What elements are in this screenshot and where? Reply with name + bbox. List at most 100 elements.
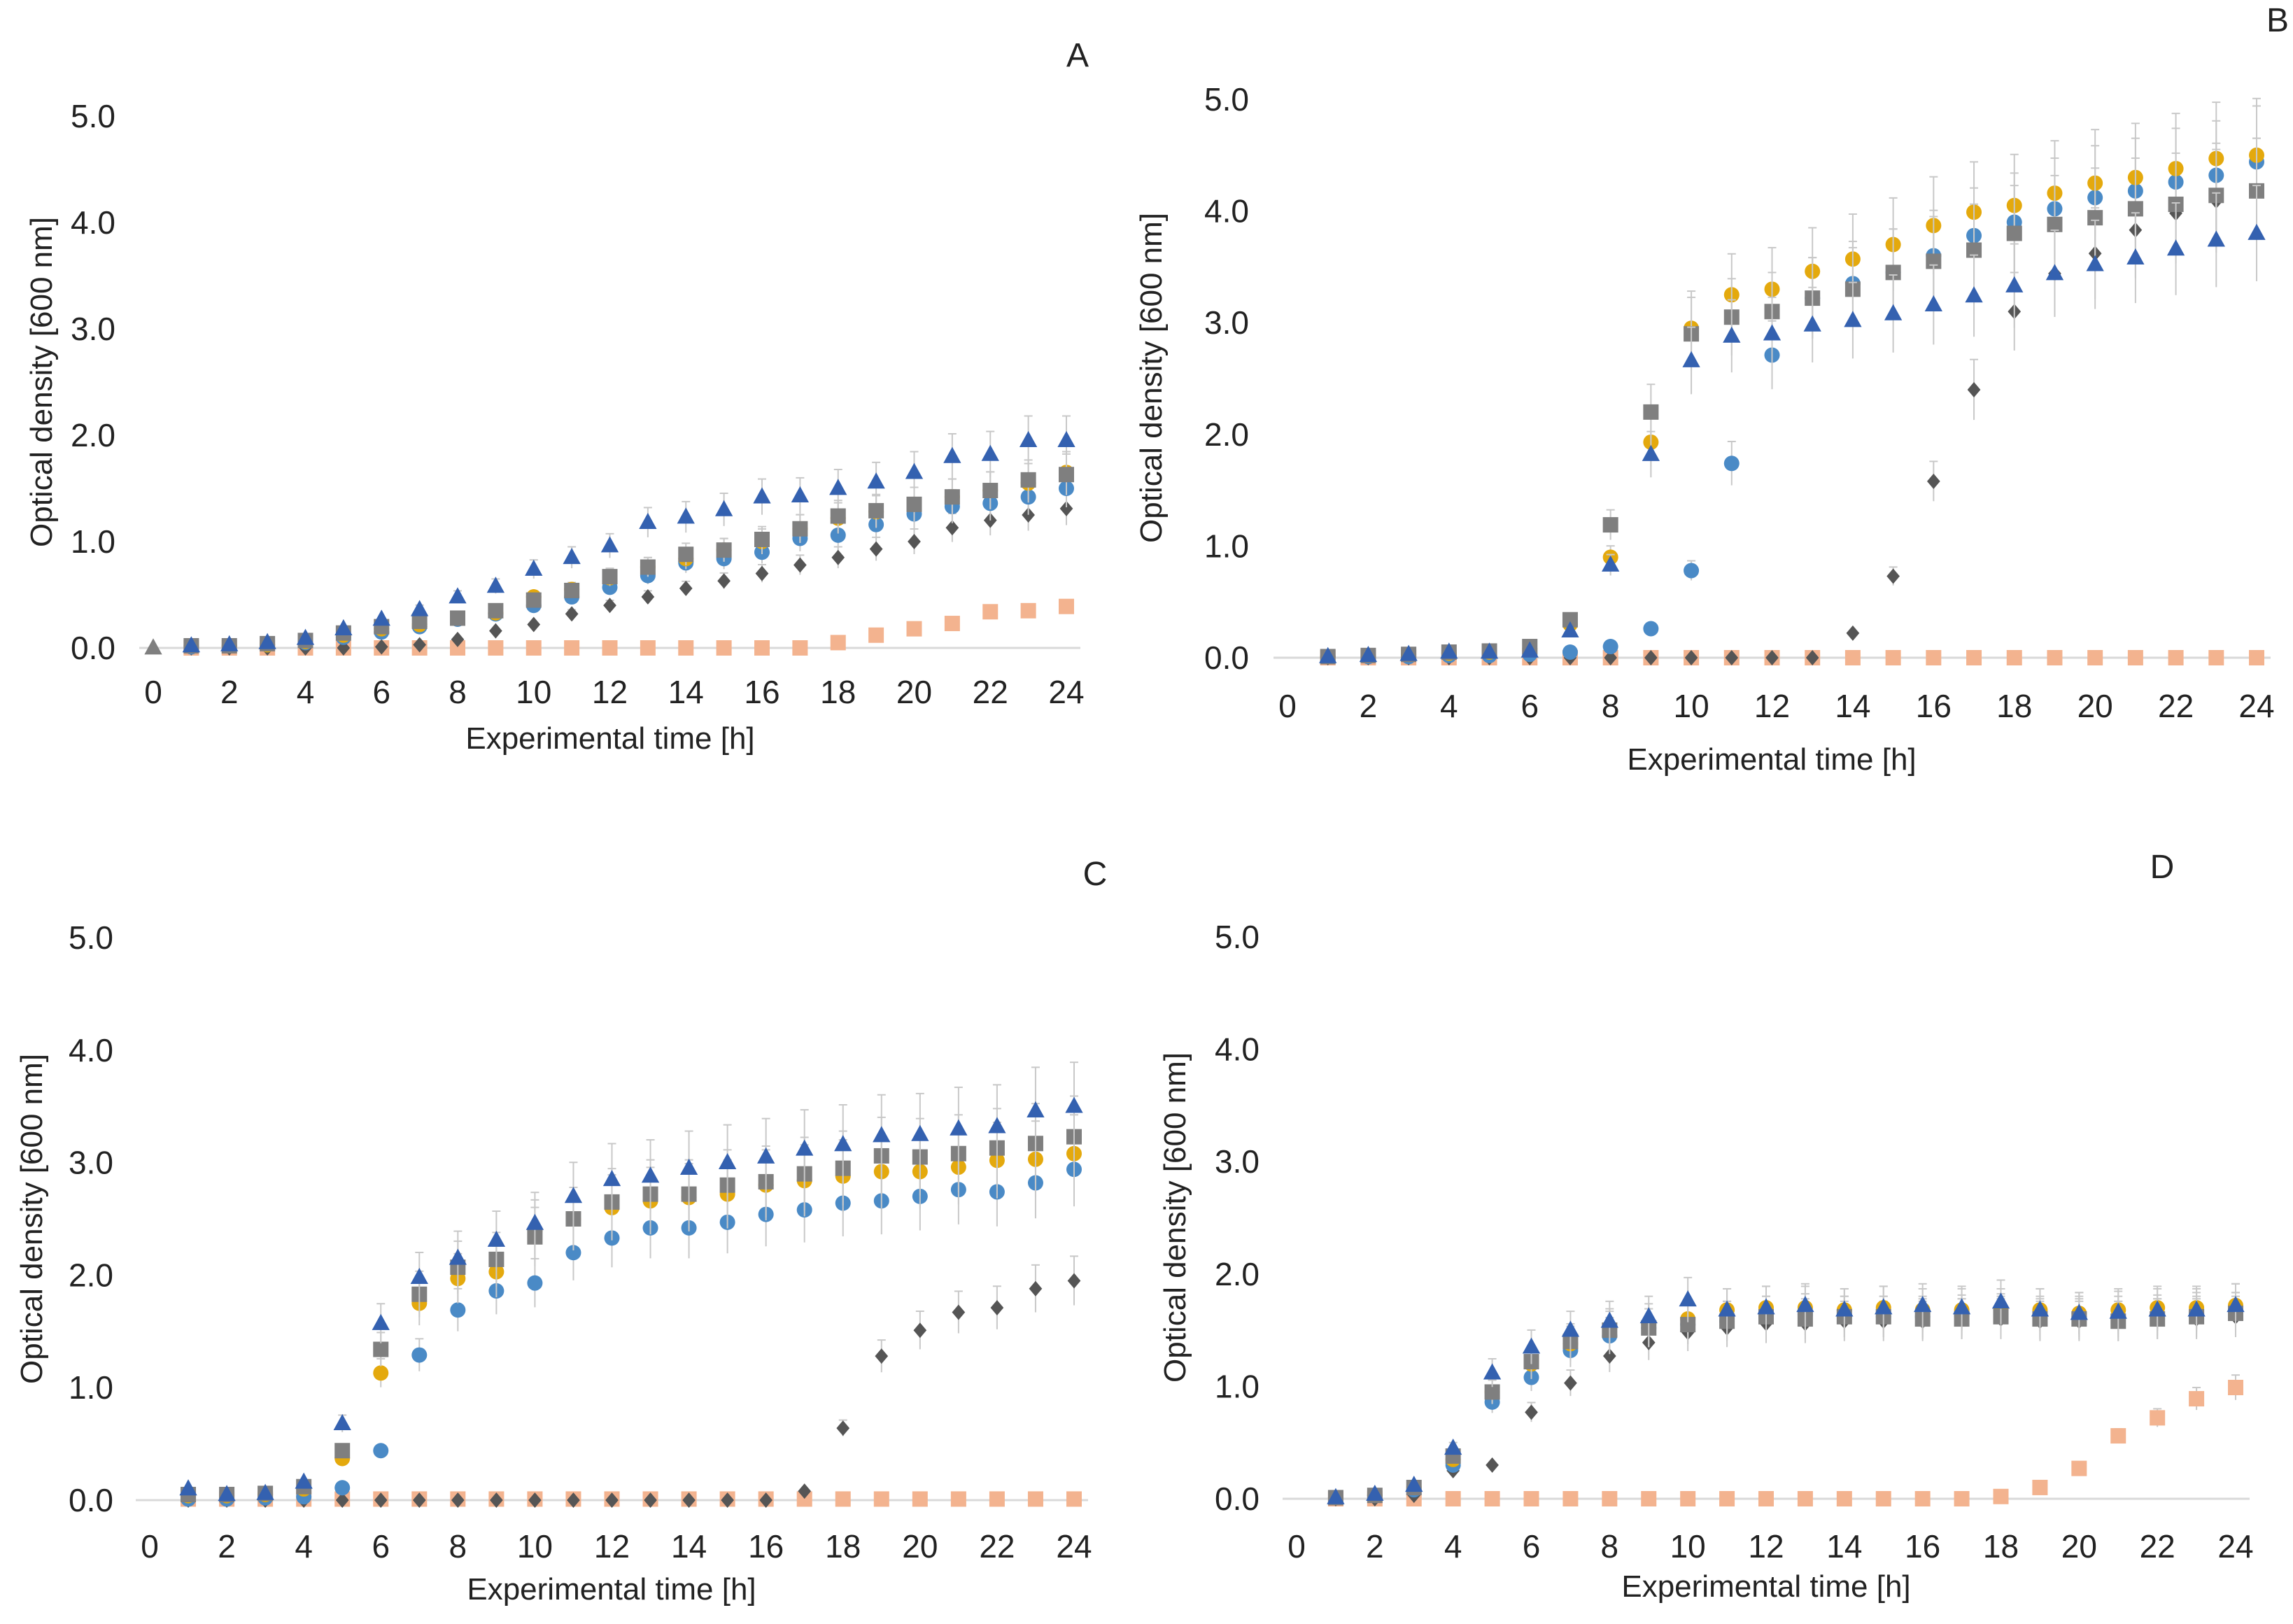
x-tick-label: 24: [2238, 688, 2274, 724]
data-point: [988, 1117, 1006, 1134]
x-tick-label: 0: [1287, 1528, 1306, 1565]
x-tick-label: 6: [1523, 1528, 1541, 1565]
data-point: [528, 1492, 542, 1508]
data-point: [295, 1472, 313, 1489]
data-point: [2070, 1304, 2088, 1320]
data-point: [836, 1420, 850, 1436]
data-point: [716, 542, 732, 558]
data-point: [1602, 1491, 1618, 1506]
data-point: [1521, 641, 1539, 658]
data-point: [1059, 598, 1074, 614]
x-tick-label: 16: [748, 1528, 784, 1565]
y-tick-label: 4.0: [1215, 1031, 1260, 1068]
data-point: [564, 1187, 583, 1203]
data-point: [412, 1492, 426, 1508]
y-tick-label: 4.0: [71, 204, 115, 241]
x-tick-label: 4: [297, 674, 315, 710]
x-tick-label: 2: [1360, 688, 1378, 724]
data-point: [1562, 644, 1578, 661]
data-point: [1602, 517, 1618, 533]
y-tick-label: 4.0: [1204, 193, 1249, 230]
y-axis-title: Optical density [600 nm]: [15, 1054, 49, 1384]
data-point: [757, 1147, 775, 1164]
data-point: [1991, 1292, 2010, 1309]
y-axis-title: Optical density [600 nm]: [1134, 213, 1169, 543]
data-point: [1327, 1488, 1345, 1504]
data-point: [911, 1124, 929, 1141]
data-point: [1758, 1491, 1774, 1506]
data-point: [527, 616, 541, 633]
y-axis-title: Optical density [600 nm]: [24, 217, 59, 547]
series-dark-diamond: [1321, 137, 2264, 665]
data-point: [1057, 430, 1075, 447]
data-point: [1602, 555, 1620, 572]
series-blue-circle: [181, 1131, 1082, 1507]
y-tick-label: 3.0: [69, 1145, 113, 1181]
data-point: [1026, 1101, 1045, 1117]
series-gray-square: [1327, 1292, 2243, 1506]
data-point: [1059, 467, 1074, 483]
data-point: [754, 531, 770, 547]
x-axis-title: Experimental time [h]: [1621, 1569, 1910, 1604]
data-point: [1682, 351, 1700, 367]
data-point: [525, 640, 542, 656]
data-point: [677, 507, 695, 524]
data-point: [835, 1491, 851, 1507]
data-point: [944, 616, 960, 632]
x-tick-label: 12: [1754, 688, 1790, 724]
data-point: [525, 592, 542, 608]
y-tick-label: 5.0: [1215, 919, 1260, 955]
data-point: [1805, 650, 1819, 665]
data-point: [144, 638, 162, 655]
y-tick-label: 2.0: [71, 417, 115, 453]
data-point: [1680, 1491, 1696, 1506]
data-point: [679, 580, 693, 596]
data-point: [792, 521, 808, 537]
panel-letter: A: [1066, 37, 1089, 74]
data-point: [1065, 1096, 1083, 1113]
series-blue-triangle: [1327, 1276, 2245, 1504]
x-tick-label: 14: [668, 674, 704, 710]
data-point: [1684, 650, 1698, 665]
data-point: [796, 1139, 814, 1156]
data-point: [525, 1213, 544, 1230]
data-point: [1643, 621, 1659, 637]
data-point: [908, 534, 921, 549]
data-point: [258, 633, 276, 649]
data-point: [1886, 568, 1900, 584]
data-point: [2031, 1300, 2049, 1317]
data-point: [682, 1492, 696, 1508]
data-point: [220, 635, 239, 651]
x-tick-label: 20: [2061, 1528, 2097, 1565]
data-point: [527, 1275, 543, 1291]
series-yellow-circle: [183, 451, 1074, 654]
y-tick-label: 1.0: [1215, 1368, 1260, 1404]
x-tick-label: 8: [449, 1528, 467, 1565]
data-point: [179, 1479, 197, 1496]
x-tick-label: 6: [372, 674, 390, 710]
data-point: [334, 619, 353, 635]
data-point: [679, 1158, 698, 1175]
data-point: [2047, 216, 2063, 232]
x-tick-label: 8: [1602, 688, 1620, 724]
data-point: [1680, 1317, 1696, 1333]
data-point: [602, 640, 618, 656]
x-tick-label: 12: [592, 674, 628, 710]
data-point: [374, 639, 388, 655]
data-point: [451, 631, 465, 647]
data-point: [2005, 276, 2024, 292]
data-point: [791, 486, 810, 502]
data-point: [1602, 639, 1618, 655]
data-point: [759, 1492, 773, 1508]
data-point: [1602, 1348, 1616, 1364]
x-tick-label: 14: [1835, 688, 1870, 724]
data-point: [334, 1443, 351, 1459]
data-point: [1844, 650, 1861, 665]
data-point: [641, 1166, 660, 1183]
data-point: [640, 559, 656, 575]
data-point: [373, 1365, 389, 1381]
data-point: [1642, 444, 1660, 461]
data-point: [990, 1300, 1004, 1316]
data-point: [2207, 230, 2225, 247]
data-point: [2006, 225, 2022, 241]
